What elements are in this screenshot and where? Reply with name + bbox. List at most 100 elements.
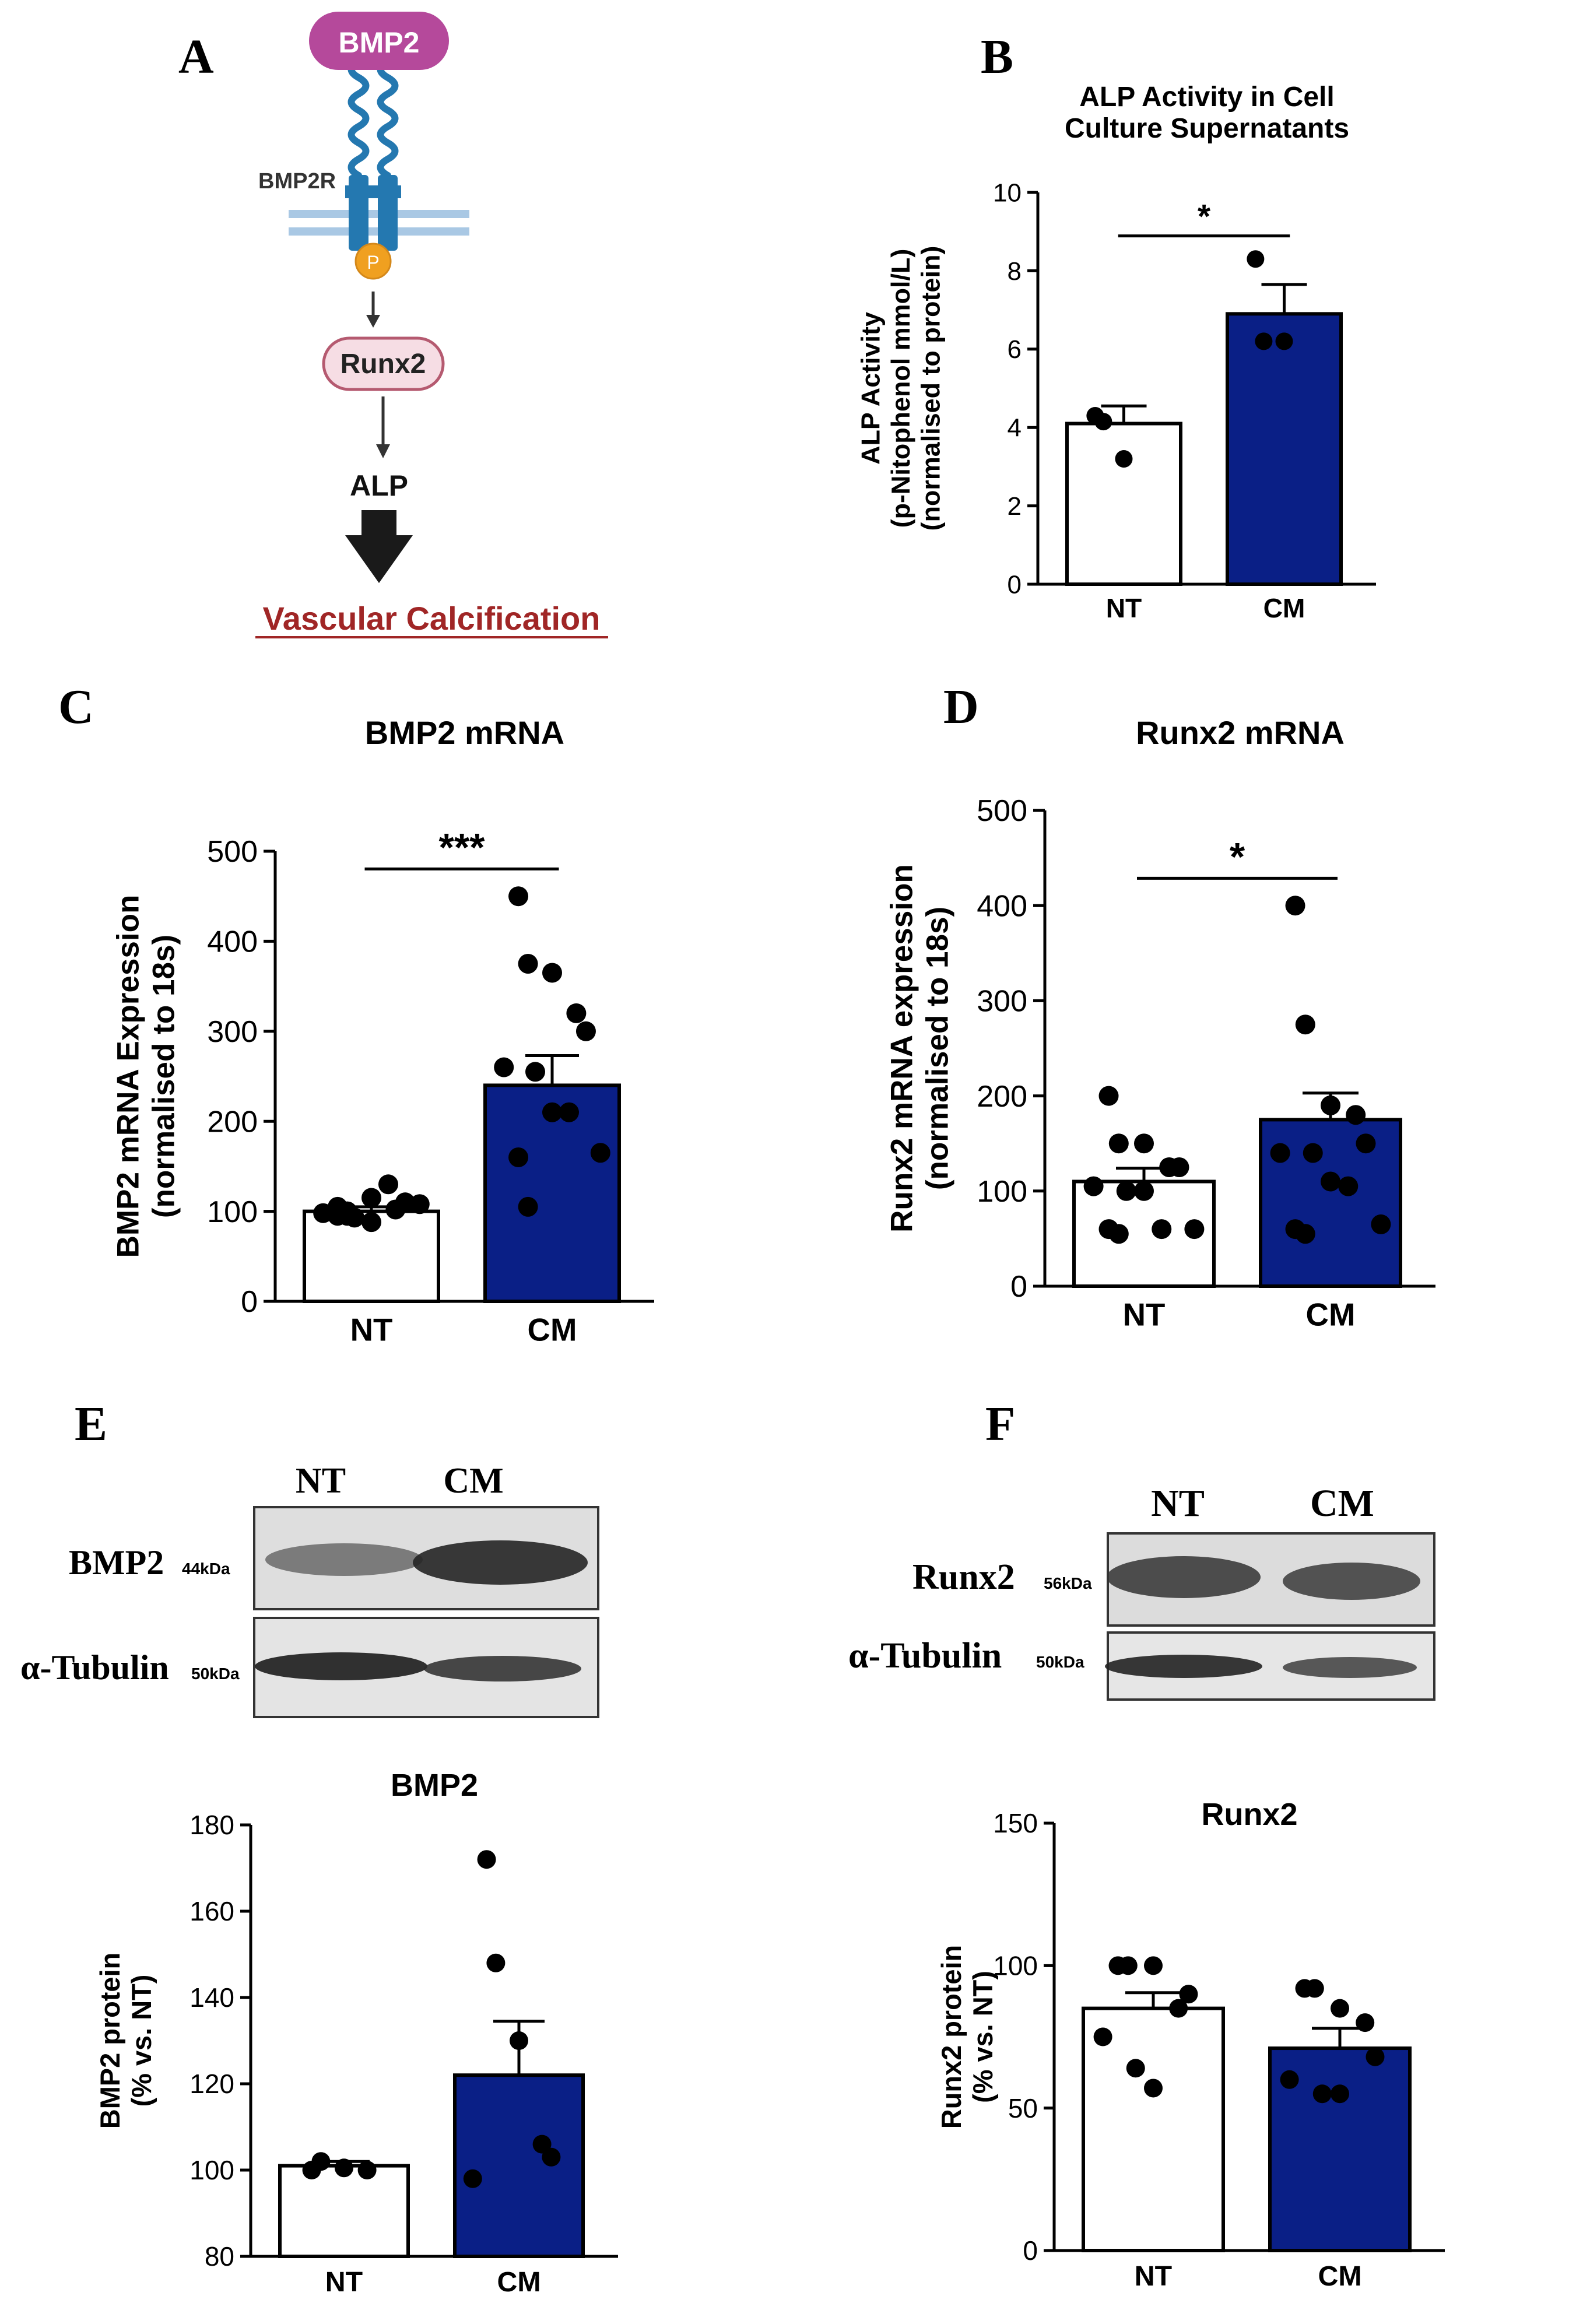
chart-b-y-tick-label: 4 bbox=[1008, 414, 1022, 443]
chart-c-point bbox=[559, 1102, 579, 1122]
panel-letter-f: F bbox=[985, 1397, 1015, 1451]
chart-f-point bbox=[1280, 2070, 1299, 2089]
chart-c-y-tick-label: 100 bbox=[207, 1195, 258, 1229]
chart-d-point bbox=[1295, 1224, 1315, 1244]
chart-b-point bbox=[1247, 250, 1265, 268]
blot-f-row1-kda: 56kDa bbox=[1044, 1574, 1092, 1592]
chart-c-y-label-line: BMP2 mRNA Expression bbox=[111, 895, 146, 1258]
chart-c-point bbox=[566, 1003, 587, 1023]
chart-d-point bbox=[1152, 1219, 1172, 1240]
chart-c-point bbox=[575, 1021, 596, 1041]
chart-f-point bbox=[1331, 2084, 1349, 2104]
blot-e-tubulin-band-nt bbox=[255, 1652, 427, 1680]
chart-e-y-tick-label: 80 bbox=[205, 2241, 234, 2272]
chart-f-point bbox=[1144, 1956, 1163, 1975]
chart-c-x-label-nt: NT bbox=[350, 1312, 393, 1348]
chart-d-y-label-line: Runx2 mRNA expression bbox=[885, 864, 919, 1233]
vascular-calcification-label: Vascular Calcification bbox=[263, 600, 601, 637]
chart-d-y-label-line: (normalised to 18s) bbox=[920, 907, 954, 1190]
chart-f-point bbox=[1179, 1985, 1198, 2004]
chart-f-title-line: Runx2 bbox=[1201, 1797, 1297, 1832]
chart-d-y-tick-label: 100 bbox=[977, 1175, 1027, 1209]
chart-e-point bbox=[311, 2152, 331, 2171]
chart-f-point bbox=[1366, 2047, 1385, 2066]
arrow-to-alp bbox=[376, 396, 390, 458]
chart-c-y-tick-label: 0 bbox=[241, 1285, 258, 1319]
chart-e-point bbox=[463, 2169, 482, 2188]
blot-f-row2-label: α-Tubulin bbox=[848, 1636, 1002, 1676]
chart-d-point bbox=[1083, 1176, 1104, 1196]
blot-f-row1-label: Runx2 bbox=[912, 1557, 1015, 1597]
blot-f-tubulin-band-cm bbox=[1283, 1657, 1417, 1678]
chart-f-point bbox=[1093, 2027, 1112, 2046]
chart-f-y-tick-label: 100 bbox=[993, 1950, 1038, 1981]
blot-f-tubulin-band-nt bbox=[1105, 1655, 1262, 1678]
chart-c-point bbox=[361, 1212, 381, 1233]
panel-letter-c: C bbox=[58, 680, 94, 734]
chart-d-point bbox=[1134, 1181, 1154, 1201]
chart-d: Runx2 mRNA 0 100 200 300 400 500 Runx2 mRNA exp… bbox=[885, 714, 1435, 1333]
chart-d-point bbox=[1108, 1133, 1129, 1154]
chart-d-y-tick-label: 0 bbox=[1010, 1270, 1027, 1304]
chart-b-title-line: Culture Supernatants bbox=[1065, 113, 1349, 144]
chart-f-y-tick-label: 150 bbox=[993, 1808, 1038, 1838]
chart-e-y-tick-label: 120 bbox=[189, 2069, 234, 2099]
chart-b-point bbox=[1255, 332, 1273, 350]
chart-d-significance: * bbox=[1230, 835, 1245, 879]
chart-b-x-label-cm: CM bbox=[1263, 593, 1305, 623]
chart-b-y-tick-label: 6 bbox=[1008, 335, 1022, 364]
blot-e-lane-cm: CM bbox=[443, 1461, 503, 1501]
chart-d-title-line: Runx2 mRNA bbox=[1136, 714, 1345, 751]
chart-b-point bbox=[1275, 332, 1293, 350]
chart-d-y-tick-label: 400 bbox=[977, 889, 1027, 923]
chart-f-point bbox=[1305, 1979, 1324, 1998]
chart-c-point bbox=[337, 1201, 357, 1221]
chart-e-point bbox=[510, 2031, 528, 2050]
chart-b-y-tick-label: 8 bbox=[1008, 257, 1022, 286]
chart-c-significance: *** bbox=[439, 826, 486, 869]
chart-d-point bbox=[1184, 1219, 1205, 1240]
blot-e-bmp2-band-cm bbox=[413, 1540, 588, 1585]
phospho-group bbox=[354, 243, 392, 280]
chart-f-point bbox=[1144, 2079, 1163, 2098]
chart-f-point bbox=[1312, 2084, 1332, 2104]
blot-e-row1-label: BMP2 bbox=[69, 1543, 164, 1582]
chart-c-point bbox=[508, 886, 529, 907]
panel-letter-b: B bbox=[981, 30, 1013, 84]
chart-c-point bbox=[542, 1102, 562, 1122]
chart-c: BMP2 mRNA 0 100 200 300 400 500 BMP2 mRNA Expre… bbox=[111, 714, 654, 1348]
chart-c-point bbox=[518, 1196, 538, 1217]
blot-f-lane-cm: CM bbox=[1310, 1482, 1374, 1525]
bmp2-receptor bbox=[345, 58, 401, 251]
chart-e-bar-nt bbox=[278, 2164, 410, 2259]
chart-d-point bbox=[1338, 1176, 1359, 1196]
arrow-to-runx2 bbox=[366, 292, 380, 328]
chart-c-point bbox=[518, 954, 538, 974]
chart-b-title-line: ALP Activity in Cell bbox=[1079, 82, 1334, 113]
chart-b-y-label-line: (p-Nitophenol mmol/L) bbox=[886, 249, 915, 528]
chart-b-y-tick-label: 10 bbox=[993, 178, 1022, 207]
chart-f-point bbox=[1331, 1999, 1349, 2018]
chart-c-y-tick-label: 300 bbox=[207, 1015, 258, 1049]
chart-e-point bbox=[357, 2161, 377, 2179]
chart-d-point bbox=[1346, 1105, 1366, 1125]
chart-b-y-tick-label: 0 bbox=[1008, 570, 1022, 599]
chart-f-point bbox=[1356, 2013, 1375, 2032]
chart-f-point bbox=[1118, 1956, 1138, 1975]
chart-e-y-tick-label: 100 bbox=[189, 2155, 234, 2185]
blot-e-lane-nt: NT bbox=[296, 1461, 346, 1501]
blot-e: NT CM BMP2 44kDa α-Tubulin 50kDa bbox=[20, 1461, 599, 1718]
alp-label: ALP bbox=[350, 469, 408, 502]
chart-d-point bbox=[1321, 1095, 1340, 1115]
runx2-node bbox=[322, 336, 445, 391]
blot-e-row1-kda: 44kDa bbox=[182, 1560, 230, 1578]
chart-f-y-label-line: (% vs. NT) bbox=[968, 1971, 998, 2103]
chart-f-x-label-nt: NT bbox=[1135, 2260, 1172, 2292]
chart-d-point bbox=[1285, 896, 1305, 916]
chart-d-x-label-cm: CM bbox=[1306, 1297, 1356, 1333]
blot-e-bmp2-band-nt bbox=[265, 1543, 423, 1576]
